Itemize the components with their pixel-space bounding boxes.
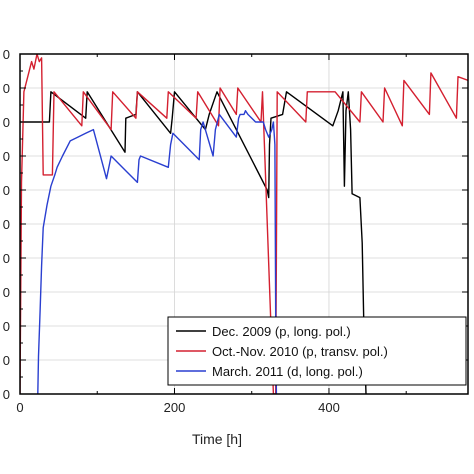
y-tick-label: 0 <box>3 387 10 402</box>
y-tick-label: 0 <box>3 217 10 232</box>
x-tick-labels: 0 200 400 <box>16 400 339 415</box>
x-tick-label: 400 <box>318 400 340 415</box>
legend-label-1: Dec. 2009 (p, long. pol.) <box>212 324 351 339</box>
legend: Dec. 2009 (p, long. pol.) Oct.-Nov. 2010 … <box>167 316 467 386</box>
y-tick-label: 0 <box>3 353 10 368</box>
y-tick-label: 0 <box>3 81 10 96</box>
y-tick-label: 0 <box>3 47 10 62</box>
legend-box <box>167 316 467 386</box>
y-tick-label: 0 <box>3 251 10 266</box>
x-tick-label: 200 <box>164 400 186 415</box>
x-tick-label: 0 <box>16 400 23 415</box>
x-axis-title: Time [h] <box>192 431 242 447</box>
series-line-3 <box>37 109 278 394</box>
axis-ticks <box>19 53 468 395</box>
series-line-1 <box>20 91 367 394</box>
y-tick-label: 0 <box>3 115 10 130</box>
legend-label-3: March. 2011 (d, long. pol.) <box>212 364 363 379</box>
y-tick-label: 0 <box>3 183 10 198</box>
series-line-2 <box>20 54 468 394</box>
y-tick-label: 0 <box>3 319 10 334</box>
y-tick-label: 0 <box>3 149 10 164</box>
series-lines <box>20 54 468 394</box>
y-tick-label: 0 <box>3 285 10 300</box>
y-tick-labels: 0 0 0 0 0 0 0 0 0 0 0 <box>3 47 10 402</box>
legend-label-2: Oct.-Nov. 2010 (p, transv. pol.) <box>212 344 388 359</box>
